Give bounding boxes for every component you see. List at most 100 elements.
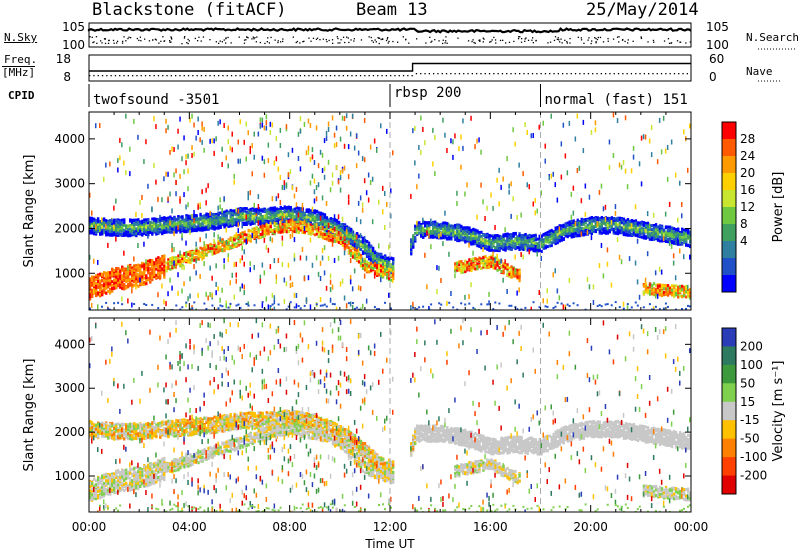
power-cell [279, 210, 282, 213]
power-noise [161, 283, 163, 289]
power-noise [345, 125, 348, 131]
power-noise [249, 190, 251, 196]
nsearch-point [560, 38, 562, 40]
power-cell [185, 226, 188, 230]
nave-point [424, 73, 426, 75]
power-cell [105, 227, 108, 231]
power-noise [263, 270, 266, 276]
nsearch-point [296, 40, 298, 43]
power-noise [93, 258, 95, 264]
power-cell [135, 277, 138, 281]
power-cell [293, 219, 296, 223]
nsearch-point [472, 39, 474, 41]
power-cell [217, 247, 220, 251]
power-noise [193, 210, 195, 215]
power-cell [273, 212, 276, 216]
power-noise [317, 182, 320, 188]
power-low-cell [428, 307, 431, 310]
power-noise [245, 121, 247, 127]
power-noise [273, 295, 276, 301]
power-cell [247, 217, 250, 221]
power-cell [353, 237, 357, 241]
power-cell [309, 225, 312, 229]
power-noise [390, 213, 392, 219]
nsearch-point [553, 39, 556, 42]
power-cell [157, 225, 160, 229]
nsearch-point [627, 39, 629, 41]
power-noise [267, 158, 270, 163]
power-cell [185, 218, 188, 222]
power-noise [277, 224, 280, 230]
power-noise [341, 278, 344, 284]
power-cell [436, 230, 439, 233]
power-noise [197, 292, 199, 298]
power-noise [283, 298, 286, 304]
power-cell [215, 212, 218, 216]
power-cell [195, 225, 198, 229]
power-noise [357, 285, 360, 291]
power-cell [369, 245, 373, 249]
power-cell [363, 241, 367, 245]
power-cell [91, 295, 94, 298]
nsearch-point [663, 40, 666, 42]
power-cell [121, 218, 124, 222]
power-cell [373, 264, 377, 268]
power-noise [299, 255, 302, 261]
power-cell [241, 241, 244, 245]
power-cell [285, 224, 288, 228]
power-cell [341, 231, 345, 235]
power-cell [95, 228, 98, 232]
nave-point [665, 73, 667, 75]
power-low-cell [351, 302, 354, 304]
power-noise [189, 117, 191, 123]
power-cell [313, 209, 316, 213]
power-cell [241, 208, 244, 212]
power-cell [173, 257, 176, 261]
power-cell [185, 259, 188, 262]
power-cell [367, 262, 371, 266]
power-noise [333, 214, 336, 220]
power-noise [161, 197, 163, 203]
power-cell [347, 233, 351, 237]
nsearch-point [371, 40, 373, 42]
power-noise [295, 187, 298, 192]
power-cell [420, 234, 423, 237]
power-cell [119, 282, 122, 286]
power-cell [133, 218, 136, 222]
power-cell [237, 235, 240, 239]
nsearch-point [494, 39, 497, 41]
power-noise [207, 224, 209, 230]
nsearch-point [531, 39, 533, 41]
power-cell [153, 226, 156, 230]
nave-point [484, 73, 486, 75]
power-cell [305, 215, 308, 219]
power-cell [359, 243, 363, 247]
power-cell [388, 276, 391, 280]
power-noise [386, 128, 388, 134]
nsearch-point [632, 40, 634, 42]
power-cell [269, 213, 272, 217]
power-cell [380, 258, 383, 262]
power-noise [367, 172, 370, 178]
power-cell [269, 225, 272, 229]
power-cell [438, 227, 441, 230]
nsearch-point [243, 42, 246, 44]
power-cell [93, 232, 96, 236]
power-cell [191, 219, 194, 223]
nave-point [480, 73, 482, 75]
power-noise [319, 297, 322, 302]
power-cell [171, 256, 174, 260]
power-cell [263, 228, 266, 232]
power-cell [107, 226, 110, 230]
power-cell [99, 220, 102, 223]
power-cell [217, 219, 220, 223]
power-noise [179, 250, 181, 256]
power-cell [91, 282, 94, 286]
power-noise [321, 152, 324, 158]
power-cell [325, 227, 329, 231]
power-noise [225, 240, 227, 246]
power-cell [293, 217, 296, 221]
power-cell [213, 224, 216, 228]
power-cell [131, 275, 134, 279]
nave-point [433, 73, 435, 75]
